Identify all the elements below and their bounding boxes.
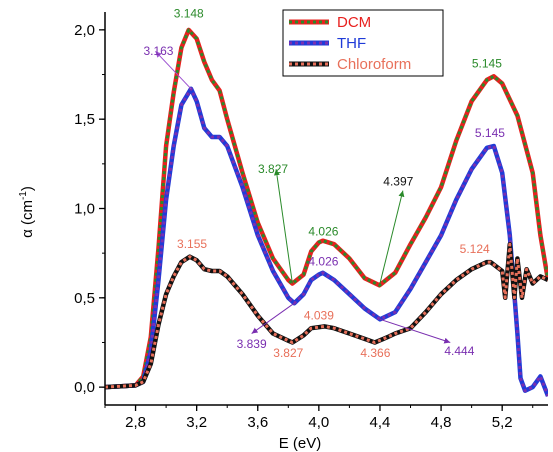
peak-annotation: 4.366 [360,346,390,360]
y-axis-title-close: ) [19,186,36,191]
y-tick-label: 2,0 [74,22,95,39]
peak-annotation: 3.155 [177,237,207,251]
peak-annotation: 4.444 [444,344,474,358]
peak-annotation: 4.397 [383,174,413,188]
x-tick-label: 4,0 [308,414,329,431]
peak-annotation: 4.026 [308,255,338,269]
annotation-layer: 3.148 3.163 3.827 4.026 4.026 4.397 5.145 5.145… [143,6,505,359]
x-tick-label: 5,2 [492,414,513,431]
series-line-dcm [105,27,548,390]
peak-annotation: 4.039 [304,308,334,322]
peak-annotation: 3.827 [258,162,288,176]
peak-annotation: 5.145 [472,56,502,70]
legend-label: DCM [337,14,371,31]
series-overlay-dcm [105,28,548,389]
legend-label: THF [337,35,366,52]
y-axis-title: α (cm-1) [18,186,36,238]
annotation-arrow [379,318,451,344]
x-tick-label: 4,8 [431,414,452,431]
x-tick-label: 4,4 [370,414,391,431]
annotation-arrow [155,50,192,90]
annotation-arrow [251,302,295,334]
x-tick-label: 2,8 [125,414,146,431]
legend: DCM THF Chloroform [282,9,444,77]
series-overlay-thf [105,87,548,397]
y-tick-label: 0,0 [74,379,95,396]
series-overlay-chloroform [105,242,548,389]
peak-annotation: 3.163 [143,44,173,58]
x-axis-title: E (eV) [279,435,322,452]
y-axis-title-main: α (cm [19,200,36,238]
x-tick-label: 3,6 [247,414,268,431]
annotation-arrow [273,169,293,284]
x-tick-label: 3,2 [186,414,207,431]
peak-annotation: 3.827 [273,346,303,360]
y-tick-label: 0,5 [74,290,95,307]
series-layer [105,27,548,397]
y-axis-title-sup: -1 [18,191,29,200]
legend-label: Chloroform [337,56,411,73]
peak-annotation: 5.124 [460,242,490,256]
y-tick-label: 1,0 [74,201,95,218]
axes-layer: 2,8 3,2 3,6 4,0 4,4 4,8 5,2 0,0 0,5 1,0 1,5 2,0 [74,12,548,431]
annotation-arrow [379,190,405,286]
arrow-layer [155,50,451,344]
y-tick-label: 1,5 [74,111,95,128]
peak-annotation: 5.145 [475,126,505,140]
peak-annotation: 3.148 [174,6,204,20]
peak-annotation: 3.839 [237,337,267,351]
peak-annotation: 4.026 [308,224,338,238]
